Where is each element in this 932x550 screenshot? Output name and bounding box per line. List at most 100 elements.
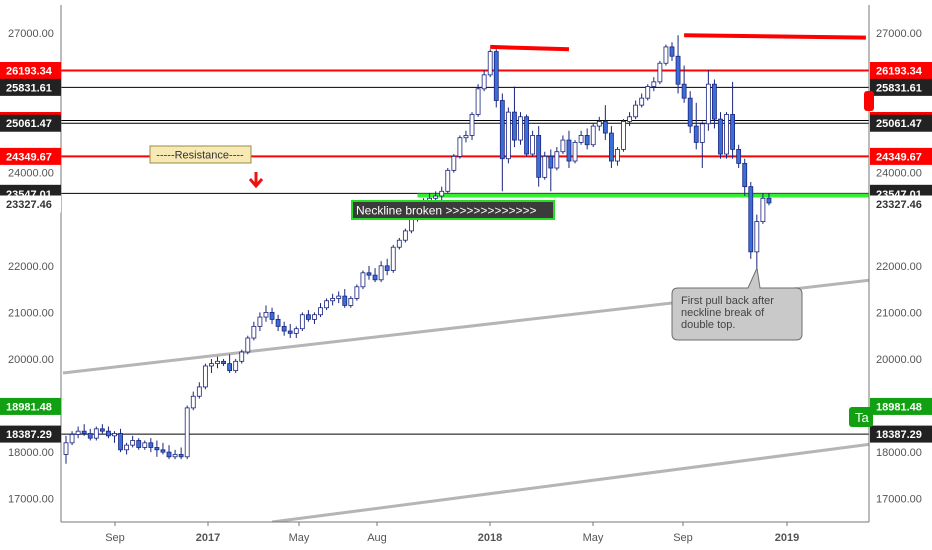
- down-arrow-icon: [248, 172, 264, 189]
- y-tick-right: 20000.00: [876, 354, 922, 366]
- candle-body: [718, 118, 723, 155]
- candle-body: [463, 135, 469, 139]
- candle-body: [548, 155, 554, 169]
- price-badge-left: [0, 425, 61, 443]
- candle-body: [615, 148, 620, 162]
- candle-body: [578, 135, 584, 143]
- candle-body: [518, 116, 523, 141]
- candle-body: [766, 197, 772, 204]
- candle-body: [554, 151, 560, 169]
- candle-body: [275, 318, 281, 327]
- candle-body: [742, 162, 748, 188]
- candle-body: [584, 135, 590, 146]
- candle-body: [566, 139, 572, 162]
- candle-body: [560, 139, 566, 153]
- candle-body: [590, 125, 596, 146]
- price-badge-right: [870, 62, 932, 80]
- candle-body: [336, 295, 342, 299]
- price-badge-label-right: 26193.34: [876, 66, 923, 78]
- candle-body: [81, 430, 87, 434]
- candle-body: [324, 300, 329, 309]
- trendline: [271, 442, 869, 522]
- price-badge-label-right: 18387.29: [876, 429, 922, 441]
- price-badge-label-left: 18981.48: [6, 401, 52, 413]
- price-badge-left: [0, 78, 61, 96]
- candle-body: [645, 86, 651, 99]
- y-tick-right: 18000.00: [876, 447, 922, 459]
- candle-body: [693, 125, 699, 143]
- candle-body: [651, 81, 657, 87]
- y-tick-right: 21000.00: [876, 307, 922, 319]
- candle-body: [293, 328, 299, 334]
- candle-body: [184, 407, 190, 458]
- x-tick-label: May: [583, 532, 604, 544]
- candle-body: [69, 434, 75, 444]
- candle-body: [318, 307, 323, 316]
- annotations-layer: -----Resistance---- Neckline broken >>>>…: [149, 91, 874, 427]
- candle-body: [366, 272, 372, 276]
- candle-body: [348, 298, 354, 306]
- candle-body: [239, 351, 245, 362]
- candle-body: [760, 197, 766, 222]
- y-tick-left: 17000.00: [8, 494, 54, 506]
- resistance-label-box: [149, 145, 252, 164]
- price-badges-layer: 26193.3426193.3425831.6125831.6125120.44…: [0, 62, 932, 443]
- candle-body: [487, 51, 493, 76]
- candle-body: [445, 169, 451, 192]
- candle-body: [227, 363, 233, 372]
- price-badge-right: [870, 425, 932, 443]
- price-badge-right: [870, 78, 932, 96]
- x-tick-label: May: [289, 532, 310, 544]
- price-badge-label-left: 23327.46: [6, 199, 52, 211]
- callout-bubble: [671, 266, 803, 341]
- candle-body: [669, 46, 675, 57]
- neckline-label: Neckline broken >>>>>>>>>>>>>: [356, 204, 536, 218]
- candle-body: [63, 442, 69, 455]
- candle-body: [148, 442, 154, 448]
- y-tick-right: 27000.00: [876, 28, 922, 40]
- candle-body: [409, 218, 414, 232]
- trendline: [490, 44, 570, 52]
- price-badge-label-left: 24349.67: [6, 151, 52, 163]
- candle-body: [166, 451, 172, 458]
- candle-body: [536, 135, 542, 178]
- candle-body: [736, 148, 742, 164]
- candle-body: [281, 325, 287, 332]
- candle-body: [730, 114, 735, 150]
- candle-body: [384, 265, 390, 271]
- candle-body: [251, 325, 257, 339]
- candle-body: [712, 83, 717, 120]
- price-badge-label-left: 18387.29: [6, 429, 52, 441]
- candle-body: [75, 430, 81, 435]
- price-badge-right: [870, 114, 932, 132]
- candle-body: [378, 265, 384, 281]
- y-tick-right: 22000.00: [876, 261, 922, 273]
- price-badge-right: [870, 195, 932, 213]
- candle-body: [475, 88, 481, 115]
- candle-body: [287, 330, 293, 334]
- candle-body: [754, 221, 760, 253]
- x-axis-ticks: Sep 2017 May Aug 2018 May Sep 2019: [105, 522, 799, 544]
- candle-body: [257, 316, 263, 327]
- trendlines-layer: [62, 33, 869, 522]
- x-tick-label: 2019: [775, 532, 799, 544]
- candle-body: [402, 230, 408, 241]
- candle-body: [451, 155, 457, 171]
- y-tick-left: 20000.00: [8, 354, 54, 366]
- candle-body: [312, 314, 317, 320]
- candle-body: [542, 155, 548, 178]
- y-tick-left: 21000.00: [8, 307, 54, 319]
- candle-body: [263, 312, 269, 318]
- candle-body: [457, 137, 463, 157]
- y-tick-left: 27000.00: [8, 28, 54, 40]
- y-tick-left: 18000.00: [8, 447, 54, 459]
- candle-body: [269, 312, 275, 320]
- y-tick-right: 17000.00: [876, 494, 922, 506]
- candle-body: [154, 447, 160, 451]
- x-tick-label: 2018: [478, 532, 502, 544]
- candle-body: [196, 386, 202, 397]
- price-badge-label-left: 25061.47: [6, 118, 52, 130]
- candle-body: [172, 454, 178, 458]
- candle-body: [221, 360, 226, 365]
